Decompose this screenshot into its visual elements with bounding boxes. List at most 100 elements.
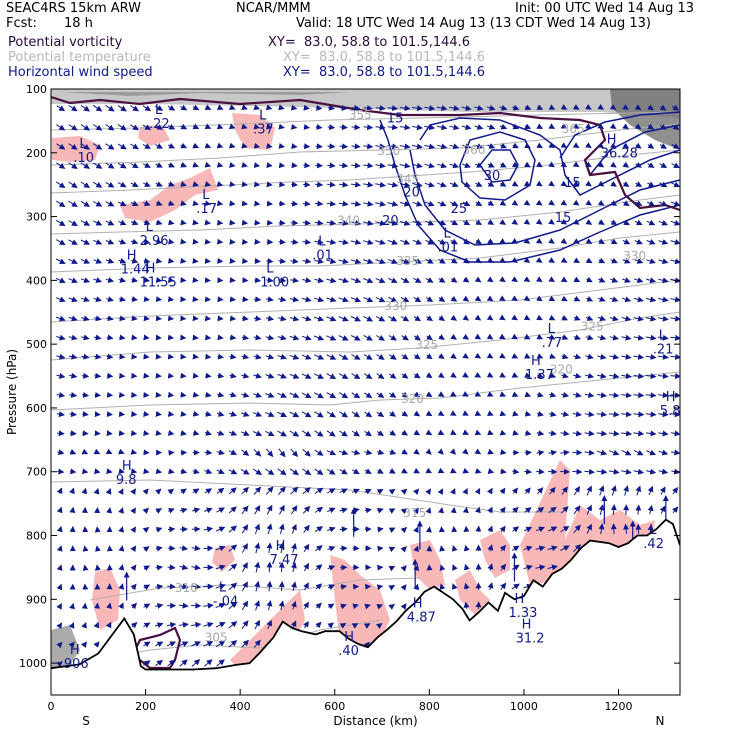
wind-vector — [425, 258, 434, 264]
wind-vector — [351, 373, 361, 380]
wind-vector — [387, 124, 399, 131]
wind-vector — [254, 561, 261, 573]
init-time: Init: 00 UTC Wed 14 Aug 13 — [515, 1, 695, 16]
wind-vector — [106, 372, 114, 379]
wind-vector — [536, 430, 545, 437]
wind-vector — [68, 124, 78, 131]
wind-vector — [621, 411, 632, 418]
wind-vector — [338, 296, 349, 303]
wind-vector — [399, 200, 411, 207]
pv-fill-region — [480, 530, 510, 578]
wind-vector — [215, 602, 226, 609]
wind-vector — [339, 104, 348, 111]
wind-vector — [105, 200, 115, 207]
wind-vector — [511, 583, 520, 590]
wind-vector — [449, 429, 457, 435]
wind-vector — [425, 277, 434, 283]
wind-vector — [105, 124, 115, 131]
wind-vector — [364, 449, 373, 456]
wind-vector — [572, 161, 580, 168]
wind-vector — [499, 276, 506, 283]
wind-vector — [180, 219, 187, 226]
surface-shading — [51, 625, 80, 668]
wind-vector — [242, 296, 249, 303]
wind-vector — [646, 258, 656, 264]
wind-vector — [143, 257, 151, 264]
wind-vector — [81, 602, 88, 610]
wind-vector — [315, 564, 323, 571]
wind-vector — [388, 508, 396, 514]
wind-vector — [535, 276, 543, 283]
wind-vector — [436, 143, 448, 150]
wind-vector — [215, 545, 226, 552]
wind-vector — [437, 162, 448, 169]
wind-vector — [561, 314, 569, 321]
wind-vector — [351, 124, 361, 131]
wind-vector — [584, 468, 595, 475]
wind-vector — [475, 200, 483, 206]
wind-vector — [240, 430, 250, 436]
extremum-value: -.04 — [213, 594, 238, 609]
wind-vector — [486, 371, 494, 378]
wind-vector — [363, 296, 374, 303]
wind-vector — [487, 563, 494, 571]
wind-vector — [412, 488, 420, 495]
wind-vector — [279, 504, 285, 515]
wind-vector — [511, 238, 519, 244]
wind-vector — [142, 162, 151, 168]
wind-vector — [377, 564, 384, 571]
wind-vector — [351, 162, 361, 169]
wind-vector — [204, 181, 212, 187]
wind-vector — [106, 507, 113, 514]
wind-vector — [326, 296, 337, 303]
wind-vector — [192, 219, 199, 226]
extremum-marker: H7.47 — [270, 539, 299, 568]
wind-vector — [303, 562, 310, 572]
wind-vector — [573, 485, 580, 496]
wind-vector — [499, 200, 507, 206]
wind-vector — [474, 352, 482, 359]
wind-vector — [68, 622, 75, 629]
wind-vector — [536, 507, 545, 513]
wind-vector — [142, 181, 151, 187]
wind-vector — [291, 523, 297, 534]
wind-vector — [462, 488, 468, 495]
wind-vector — [548, 276, 556, 283]
wind-vector — [168, 200, 175, 207]
wind-vector — [217, 334, 224, 341]
wind-vector — [278, 219, 286, 226]
wind-vector — [363, 124, 374, 131]
wind-vector — [155, 181, 163, 187]
extremum-kind: H — [122, 459, 132, 474]
wind-vector — [363, 162, 374, 169]
wind-vector — [350, 335, 361, 341]
extremum-marker: L.42 — [643, 523, 664, 552]
wind-vector — [461, 105, 472, 111]
wind-vector — [498, 333, 506, 340]
wind-vector — [69, 487, 75, 495]
wind-vector — [216, 487, 225, 494]
wind-vector — [487, 468, 495, 474]
wind-vector — [498, 295, 506, 302]
wind-vector — [143, 641, 151, 648]
wind-vector — [130, 124, 139, 131]
wind-vector — [143, 238, 151, 245]
wind-vector — [474, 467, 482, 474]
wind-vector — [117, 124, 127, 131]
wind-vector — [278, 581, 285, 592]
wind-vector — [339, 526, 348, 533]
theta-contour-label: 340 — [337, 213, 360, 227]
wind-vector — [413, 429, 421, 436]
wind-vector — [351, 143, 361, 150]
extremum-kind: L — [219, 580, 227, 595]
wind-vector — [500, 468, 507, 475]
wind-vector — [167, 257, 175, 264]
extremum-marker: L1.00 — [260, 261, 289, 290]
wind-vector — [229, 219, 236, 226]
wind-vector — [376, 392, 385, 398]
wind-vector — [610, 277, 619, 283]
wind-vector — [106, 296, 114, 303]
wind-vector — [438, 334, 445, 340]
wind-vector — [291, 143, 298, 150]
wind-vector — [597, 103, 605, 110]
